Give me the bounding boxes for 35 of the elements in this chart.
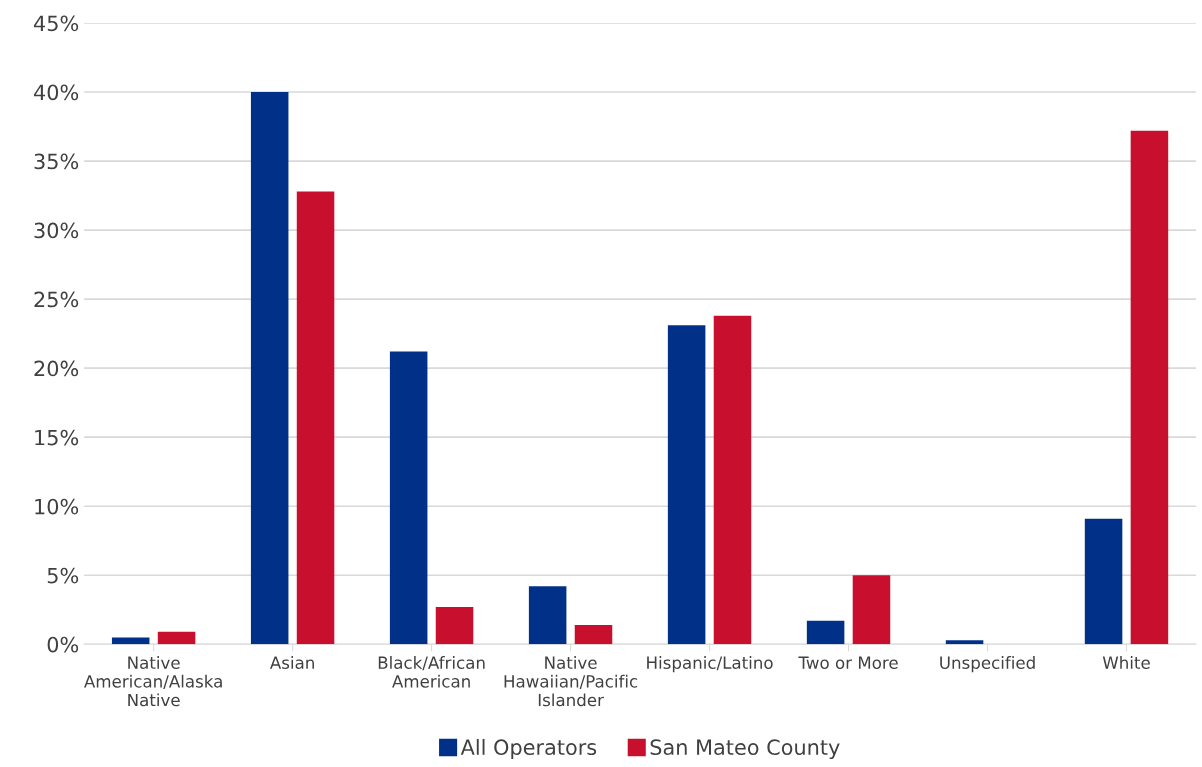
bar [852,575,891,645]
x-tick-label: Unspecified [940,656,1035,673]
y-tick-label: 0% [47,636,79,653]
bar [157,631,196,645]
x-tick-label: Native American/Alaska Native [84,656,222,707]
y-tick-label: 45% [33,15,79,32]
bar [574,624,613,645]
bar [111,637,150,645]
y-tick-label: 20% [34,360,79,377]
y-tick-label: 15% [35,429,79,446]
bar [1130,130,1169,645]
legend-label: San Mateo County [650,739,840,760]
y-tick-label: 5% [47,567,79,584]
bar [250,92,289,645]
x-tick-label: Native Hawaiian/Pacific Islander [504,656,638,707]
y-tick-label: 35% [34,153,79,170]
x-tick-label: Asian [270,656,314,669]
bar [945,640,984,645]
bar [667,325,706,645]
bar [389,351,428,645]
bar [296,191,335,645]
y-tick-label: 30% [34,222,79,239]
y-tick-label: 10% [35,498,79,515]
x-tick-label: Black/African American [378,656,485,688]
x-tick-label: White [1102,656,1150,669]
y-tick-label: 25% [34,291,79,308]
y-tick-label: 40% [33,84,79,101]
legend-label: All Operators [460,738,597,760]
x-tick-label: Two or More [798,656,898,669]
bar [1084,518,1123,645]
x-tick-label: Hispanic/Latino [647,656,773,673]
bar [528,586,567,645]
bar [435,607,474,645]
bar [713,315,752,645]
bar [806,620,845,645]
